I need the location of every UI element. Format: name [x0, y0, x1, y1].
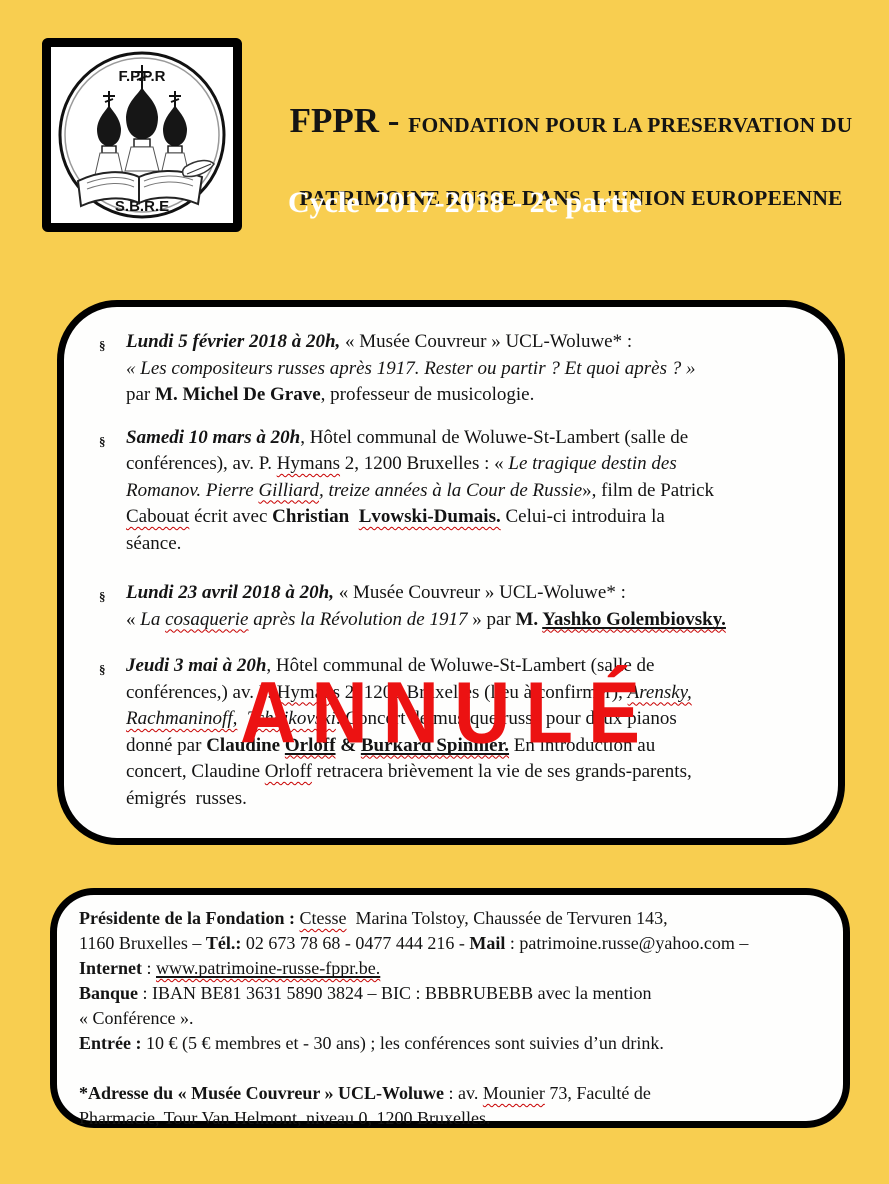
event-line: Jeudi 3 mai à 20h, Hôtel communal de Wol… [126, 655, 655, 676]
section-bullet: § [99, 662, 106, 677]
footer-line-museum-address-1: *Adresse du « Musée Couvreur » UCL-Woluw… [79, 1083, 651, 1103]
footer-line-bank: Banque : IBAN BE81 3631 5890 3824 – BIC … [79, 983, 652, 1003]
logo-graphic-icon: F.P.P.R S.B.R.E [58, 51, 226, 219]
event-line: Cabouat écrit avec Christian Lvowski-Dum… [126, 506, 665, 527]
event-item-4: § Jeudi 3 mai à 20h, Hôtel communal de W… [90, 653, 814, 812]
events-box: § Lundi 5 février 2018 à 20h, « Musée Co… [57, 300, 845, 845]
cancelled-stamp: ANNULÉ [240, 663, 655, 762]
event-line: par M. Michel De Grave, professeur de mu… [126, 384, 535, 405]
event-line: Samedi 10 mars à 20h, Hôtel communal de … [126, 426, 689, 448]
section-bullet: § [99, 338, 106, 353]
event-line: émigrés russes. [126, 787, 247, 809]
event-line: Lundi 5 février 2018 à 20h, « Musée Couv… [126, 331, 633, 352]
event-line: Rachmaninoff, Tchaikovski. Concert de mu… [126, 708, 677, 729]
footer-info-box: Présidente de la Fondation : Ctesse Mari… [50, 888, 850, 1128]
event-line: « La cosaquerie après la Révolution de 1… [126, 608, 726, 630]
org-name-part2: PATRIMOINE RUSSE DANS L'UNION EUROPEENNE [299, 185, 843, 210]
org-title-line1: FPPR - FONDATION POUR LA PRESERVATION DU [286, 98, 856, 144]
event-item-1: § Lundi 5 février 2018 à 20h, « Musée Co… [90, 329, 814, 409]
org-name-part1: FONDATION POUR LA PRESERVATION DU [408, 112, 853, 137]
footer-line-president: Présidente de la Fondation : Ctesse Mari… [79, 908, 668, 928]
footer-line-internet: Internet : www.patrimoine-russe-fppr.be. [79, 958, 381, 978]
event-item-2: § Samedi 10 mars à 20h, Hôtel communal d… [90, 425, 814, 558]
section-bullet: § [99, 433, 106, 449]
footer-line-spacer [79, 1056, 827, 1081]
org-title: FPPR - FONDATION POUR LA PRESERVATION DU… [286, 56, 856, 233]
event-line: concert, Claudine Orloff retracera brièv… [126, 761, 692, 782]
footer-line-entry-fee: Entrée : 10 € (5 € membres et - 30 ans) … [79, 1033, 664, 1053]
church-domes-icon [94, 87, 190, 176]
event-line: donné par Claudine Orloff & Burkard Spin… [126, 734, 656, 756]
org-abbr: FPPR - [289, 100, 409, 140]
event-line: séance. [126, 532, 182, 554]
event-line: Lundi 23 avril 2018 à 20h, « Musée Couvr… [126, 582, 626, 603]
orthodox-crosses-icon [103, 65, 181, 107]
footer-line-bank-mention: « Conférence ». [79, 1008, 194, 1028]
event-item-3: § Lundi 23 avril 2018 à 20h, « Musée Cou… [90, 580, 814, 633]
event-line: Romanov. Pierre Gilliard, treize années … [126, 479, 715, 501]
open-book-icon [76, 159, 215, 208]
event-line: « Les compositeurs russes après 1917. Re… [126, 357, 696, 379]
fppr-logo: F.P.P.R S.B.R.E [42, 38, 242, 232]
event-line: conférences,) av. P. Hymans 2, 1200 Brux… [126, 681, 692, 703]
event-line: conférences), av. P. Hymans 2, 1200 Brux… [126, 453, 677, 474]
footer-line-contact: 1160 Bruxelles – Tél.: 02 673 78 68 - 04… [79, 933, 749, 953]
logo-bottom-text: S.B.R.E [115, 198, 169, 215]
footer-line-museum-address-2: Pharmacie, Tour Van Helmont, niveau 0, 1… [79, 1108, 491, 1128]
cycle-title: Cycle 2017-2018 - 2e partie [288, 186, 643, 219]
section-bullet: § [99, 589, 106, 604]
